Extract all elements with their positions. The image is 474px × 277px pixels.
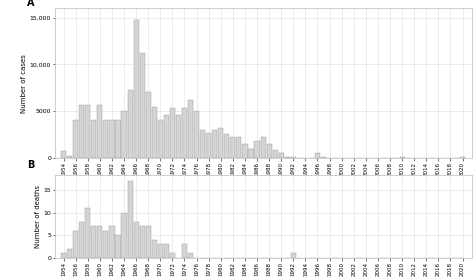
X-axis label: Year: Year — [255, 178, 271, 186]
Bar — [255, 141, 260, 158]
Bar — [61, 151, 66, 158]
Bar — [128, 90, 133, 158]
Bar — [291, 157, 296, 158]
Bar — [460, 157, 465, 158]
Bar — [261, 137, 265, 158]
Bar — [266, 144, 272, 158]
Y-axis label: Number of deaths: Number of deaths — [35, 184, 40, 248]
Bar — [97, 105, 102, 158]
Bar — [170, 108, 175, 158]
Bar — [164, 115, 169, 158]
Bar — [73, 231, 78, 258]
Bar — [170, 253, 175, 258]
Bar — [121, 111, 127, 158]
Bar — [230, 137, 236, 158]
Bar — [67, 156, 72, 158]
Bar — [97, 226, 102, 258]
Bar — [176, 115, 181, 158]
Bar — [91, 120, 96, 158]
Bar — [79, 105, 84, 158]
Text: B: B — [27, 160, 35, 170]
Bar — [273, 150, 278, 158]
Bar — [146, 226, 151, 258]
Bar — [85, 105, 91, 158]
Text: A: A — [27, 0, 35, 8]
Bar — [200, 130, 205, 158]
Y-axis label: Number of cases: Number of cases — [21, 54, 27, 112]
Bar — [115, 120, 120, 158]
Bar — [109, 120, 115, 158]
Bar — [164, 244, 169, 258]
Bar — [158, 120, 163, 158]
Bar — [242, 144, 247, 158]
Bar — [152, 240, 157, 258]
Bar — [146, 93, 151, 158]
Bar — [109, 226, 115, 258]
Bar — [67, 249, 72, 258]
Bar — [91, 226, 96, 258]
Bar — [140, 226, 145, 258]
Bar — [73, 120, 78, 158]
Bar — [212, 130, 217, 158]
Bar — [237, 137, 241, 158]
Bar — [121, 213, 127, 258]
Bar — [206, 133, 211, 158]
Bar — [285, 157, 290, 158]
Bar — [291, 253, 296, 258]
Bar — [224, 134, 229, 158]
Bar — [188, 100, 193, 158]
Bar — [134, 20, 139, 158]
Bar — [248, 148, 254, 158]
Bar — [103, 120, 109, 158]
Bar — [115, 235, 120, 258]
Bar — [188, 253, 193, 258]
Bar — [182, 108, 187, 158]
Bar — [152, 107, 157, 158]
Bar — [61, 253, 66, 258]
Bar — [158, 244, 163, 258]
Bar — [182, 244, 187, 258]
Bar — [103, 231, 109, 258]
Bar — [134, 222, 139, 258]
Bar — [321, 157, 326, 158]
Bar — [128, 181, 133, 258]
Bar — [279, 153, 284, 158]
Bar — [79, 222, 84, 258]
Bar — [85, 208, 91, 258]
Bar — [194, 111, 199, 158]
Bar — [400, 157, 405, 158]
Bar — [218, 128, 223, 158]
Bar — [140, 53, 145, 158]
Bar — [315, 153, 320, 158]
